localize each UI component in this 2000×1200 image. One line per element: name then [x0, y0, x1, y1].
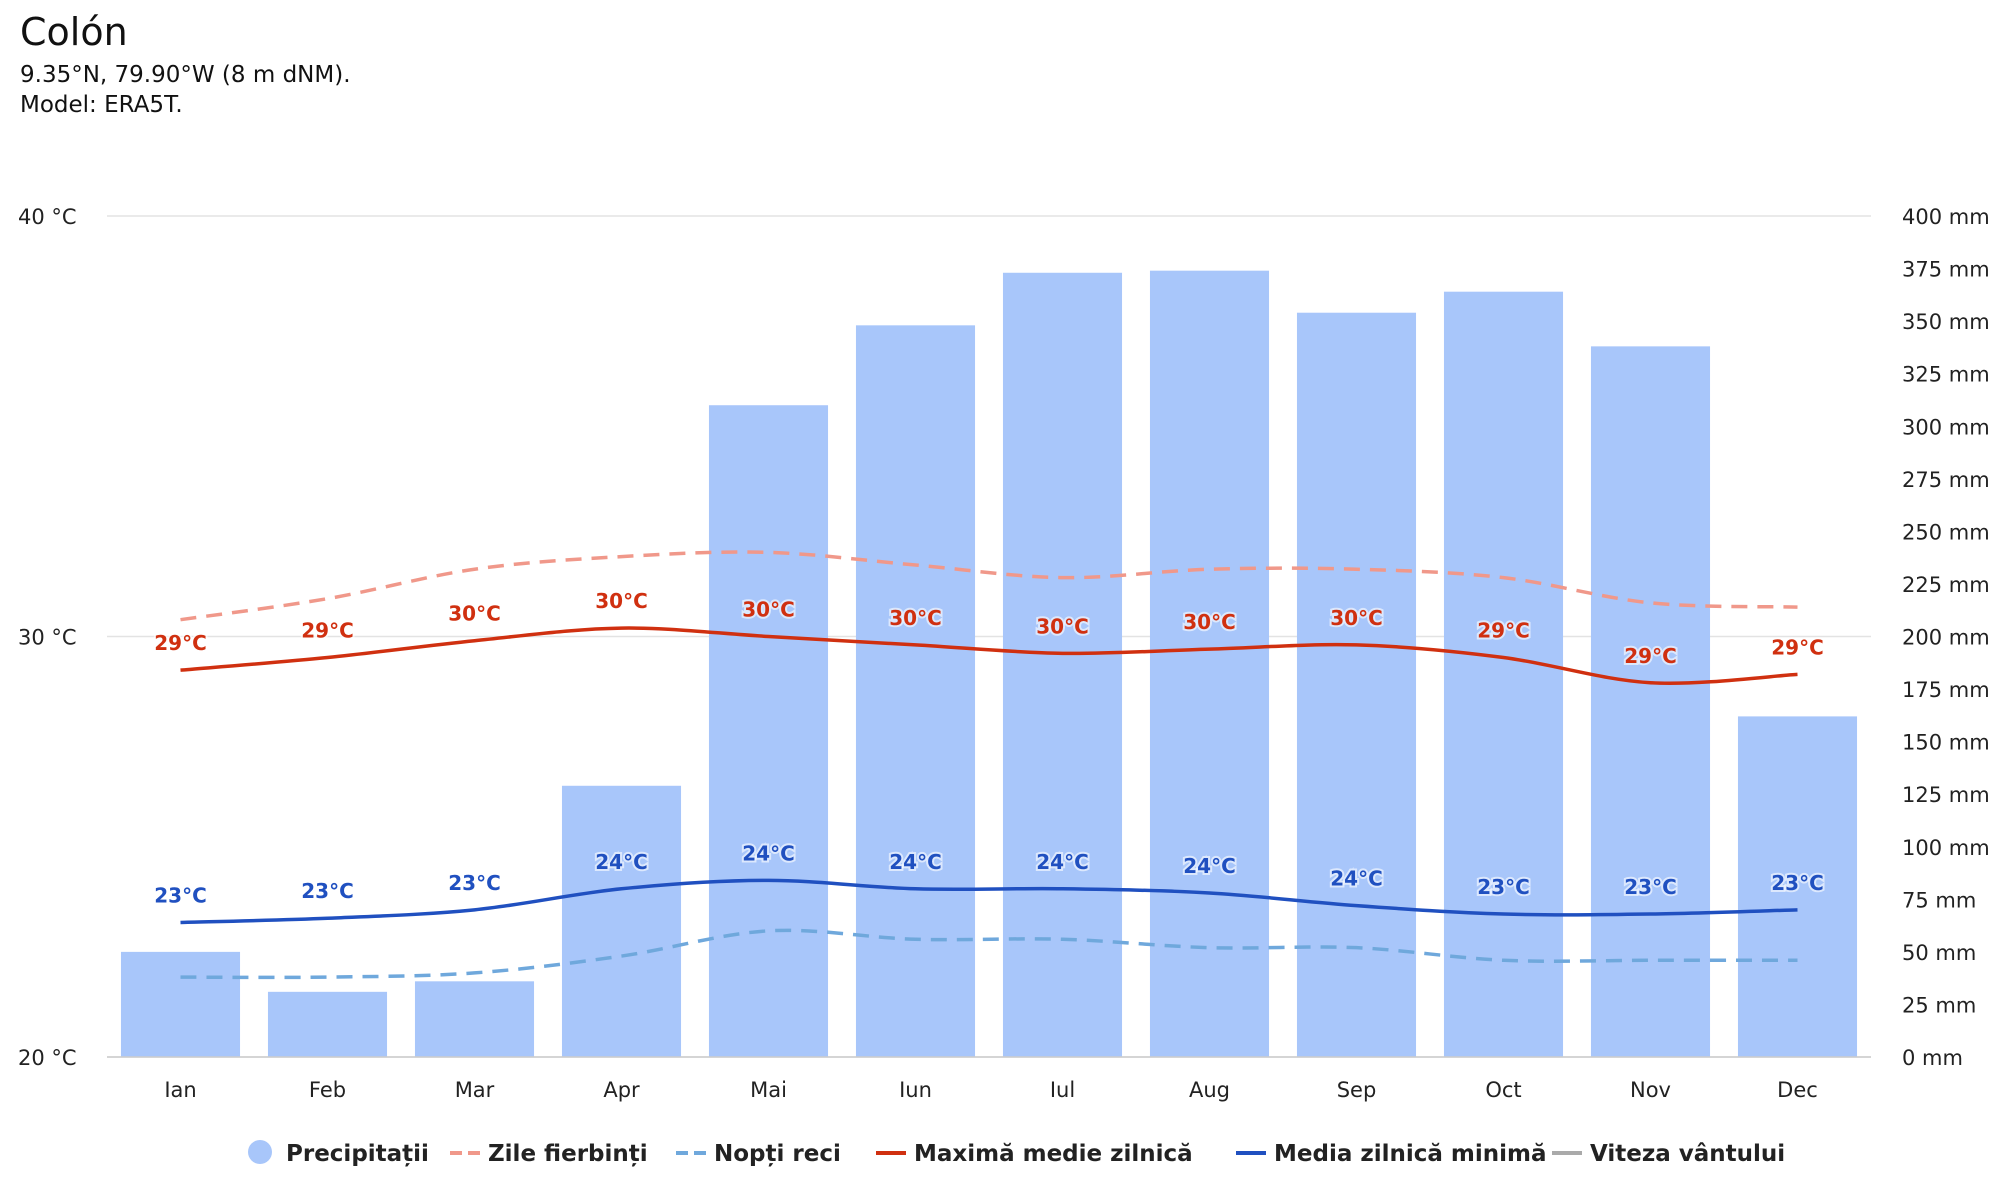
month-label: Apr — [603, 1078, 640, 1102]
legend-label: Precipitații — [286, 1141, 429, 1167]
month-label: Iul — [1050, 1078, 1075, 1102]
right-axis-tick: 200 mm — [1902, 626, 1990, 650]
series-line — [180, 626, 1798, 685]
data-label: 24°C — [742, 841, 795, 865]
location-coordinates: 9.35°N, 79.90°W (8 m dNM). — [20, 62, 351, 88]
data-label: 24°C — [595, 850, 648, 874]
month-label: Ian — [164, 1078, 196, 1102]
data-label: 23°C — [1477, 875, 1530, 899]
data-label: 24°C — [1330, 867, 1383, 891]
month-label: Mar — [455, 1078, 495, 1102]
precipitation-bar — [855, 325, 976, 1058]
precipitation-bar — [708, 405, 829, 1058]
legend-label: Zile fierbinți — [488, 1141, 648, 1167]
series-line — [180, 878, 1798, 925]
month-label: Nov — [1630, 1078, 1671, 1102]
precipitation-bar — [1149, 270, 1270, 1057]
data-label: 24°C — [1183, 854, 1236, 878]
chart-title: Colón — [20, 10, 128, 54]
legend-item[interactable]: Maximă medie zilnică — [876, 1141, 1193, 1167]
right-axis-tick: 375 mm — [1902, 258, 1990, 282]
right-axis-tick: 0 mm — [1902, 1046, 1963, 1070]
data-label: 29°C — [1477, 619, 1530, 643]
precipitation-bar — [120, 951, 241, 1057]
data-label: 30°C — [595, 589, 648, 613]
precipitation-bar — [1296, 312, 1417, 1058]
left-axis-tick: 20 °C — [18, 1046, 77, 1070]
right-axis-tick: 50 mm — [1902, 941, 1976, 965]
month-label: Feb — [309, 1078, 346, 1102]
left-axis-tick: 40 °C — [18, 205, 77, 229]
legend-label: Media zilnică minimă — [1274, 1141, 1547, 1167]
chart-legend[interactable]: Precipitații Zile fierbinți Nopți reci Maxi… — [248, 1140, 1785, 1167]
precipitation-bar — [561, 785, 682, 1057]
precipitation-bar — [1002, 272, 1123, 1058]
right-axis-tick: 100 mm — [1902, 836, 1990, 860]
data-label: 29°C — [1771, 635, 1824, 659]
legend-item[interactable]: Precipitații — [248, 1140, 429, 1167]
precipitation-bar — [267, 991, 388, 1057]
right-axis-tick: 400 mm — [1902, 205, 1990, 229]
right-axis-tick: 25 mm — [1902, 993, 1976, 1017]
right-axis-tick: 225 mm — [1902, 573, 1990, 597]
legend-dot-icon — [248, 1140, 272, 1164]
axes: 40 °C 30 °C 20 °C 400 mm 375 mm 350 mm 325 mm 3… — [18, 205, 1990, 1102]
data-label: 23°C — [301, 879, 354, 903]
dashed-series-line — [180, 550, 1798, 622]
precipitation-bars — [120, 270, 1858, 1058]
data-labels: 29°C 29°C 30°C 30°C 30°C 30°C 30°C 30°C 30°C 29°C… — [152, 587, 1826, 909]
month-label: Oct — [1485, 1078, 1521, 1102]
data-label: 30°C — [742, 598, 795, 622]
legend-item[interactable]: Media zilnică minimă — [1236, 1141, 1547, 1167]
precipitation-bar — [1737, 716, 1858, 1057]
precipitation-bar — [1590, 346, 1711, 1058]
left-axis-tick: 30 °C — [18, 626, 77, 650]
data-label: 30°C — [1330, 606, 1383, 630]
right-axis-tick: 275 mm — [1902, 468, 1990, 492]
data-label: 23°C — [154, 883, 207, 907]
right-axis-tick: 300 mm — [1902, 415, 1990, 439]
right-axis-tick: 75 mm — [1902, 888, 1976, 912]
precipitation-bar — [414, 981, 535, 1057]
temperature-lines — [180, 550, 1798, 980]
legend-label: Nopți reci — [714, 1141, 841, 1167]
right-axis-tick: 350 mm — [1902, 310, 1990, 334]
month-label: Mai — [750, 1078, 787, 1102]
right-axis-tick: 125 mm — [1902, 783, 1990, 807]
precipitation-bar — [1443, 291, 1564, 1057]
model-label: Model: ERA5T. — [20, 92, 183, 118]
data-label: 23°C — [1624, 875, 1677, 899]
data-label: 23°C — [1771, 871, 1824, 895]
legend-label: Maximă medie zilnică — [914, 1141, 1193, 1167]
data-label: 29°C — [154, 631, 207, 655]
month-label: Dec — [1777, 1078, 1818, 1102]
legend-item[interactable]: Viteza vântului — [1552, 1141, 1785, 1167]
data-label: 23°C — [448, 871, 501, 895]
dashed-series-line — [180, 928, 1798, 980]
data-label: 30°C — [1036, 614, 1089, 638]
month-label: Aug — [1189, 1078, 1230, 1102]
right-axis-tick: 250 mm — [1902, 520, 1990, 544]
legend-label: Viteza vântului — [1590, 1141, 1785, 1167]
data-label: 29°C — [1624, 644, 1677, 668]
data-label: 24°C — [1036, 850, 1089, 874]
data-label: 30°C — [1183, 610, 1236, 634]
right-axis-tick: 175 mm — [1902, 678, 1990, 702]
month-label: Iun — [899, 1078, 932, 1102]
right-axis-tick: 150 mm — [1902, 731, 1990, 755]
data-label: 24°C — [889, 850, 942, 874]
legend-item[interactable]: Nopți reci — [676, 1141, 841, 1167]
data-label: 30°C — [448, 602, 501, 626]
legend-item[interactable]: Zile fierbinți — [450, 1141, 648, 1167]
right-axis-tick: 325 mm — [1902, 363, 1990, 387]
data-label: 30°C — [889, 606, 942, 630]
data-label: 29°C — [301, 619, 354, 643]
month-label: Sep — [1337, 1078, 1377, 1102]
